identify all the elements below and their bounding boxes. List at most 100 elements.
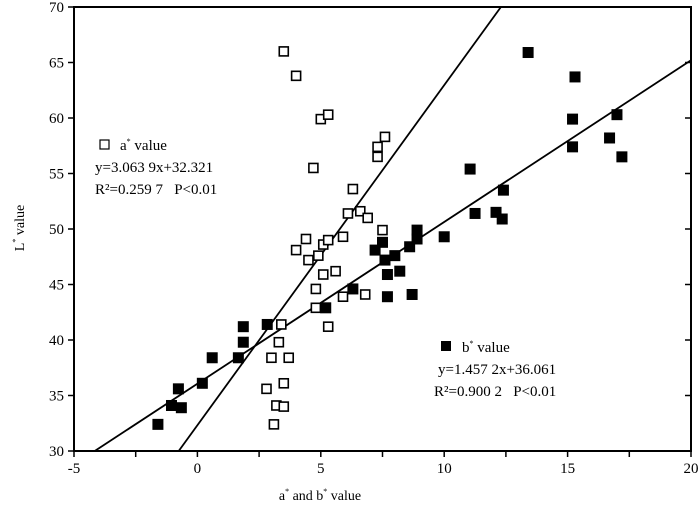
point-b (237, 321, 249, 333)
point-a (317, 269, 329, 280)
point-b (152, 418, 164, 430)
point-b (496, 213, 508, 225)
point-b (464, 163, 476, 175)
point-b (196, 377, 208, 389)
point-b (469, 207, 481, 219)
point-b (404, 241, 416, 253)
x-tick-label: 15 (560, 461, 575, 477)
point-a (290, 70, 302, 82)
y-tick-label: 35 (49, 389, 64, 405)
point-b (411, 224, 423, 236)
y-tick-label: 55 (49, 167, 64, 183)
point-b (172, 383, 184, 395)
point-a (322, 234, 334, 246)
y-tick-label: 65 (49, 56, 64, 72)
x-tick-label: 20 (684, 461, 699, 477)
point-a (342, 208, 354, 219)
point-b (232, 352, 244, 364)
point-b (497, 184, 509, 196)
legend-a-label: a* value (120, 137, 167, 154)
point-b (381, 291, 393, 303)
x-tick-label: 5 (317, 461, 325, 477)
point-a (283, 352, 295, 364)
point-b (406, 288, 418, 300)
legend-b: b* value y=1.457 2x+36.061 R²=0.900 2 P<… (434, 339, 556, 400)
point-b (567, 113, 579, 125)
point-b (377, 236, 388, 248)
point-a (278, 46, 290, 57)
point-a (266, 352, 277, 364)
point-b (175, 402, 187, 414)
point-a (330, 265, 341, 277)
y-tick-label: 30 (49, 444, 64, 460)
point-a (308, 162, 319, 174)
point-a (322, 321, 334, 332)
point-a (261, 383, 272, 395)
y-tick-label: 70 (49, 0, 64, 16)
point-a (310, 302, 322, 314)
x-tick-label: -5 (68, 461, 81, 477)
point-b (411, 233, 423, 245)
point-a (362, 212, 373, 224)
point-a (273, 336, 285, 348)
legend-b-label: b* value (462, 339, 510, 356)
point-a (278, 401, 290, 412)
legend-b-equation: y=1.457 2x+36.061 (438, 362, 556, 378)
point-b (522, 47, 534, 59)
point-b (389, 250, 401, 262)
y-axis-label: L* value (11, 205, 28, 251)
point-a (310, 283, 322, 295)
point-b (165, 399, 177, 411)
legend-a-equation: y=3.063 9x+32.321 (95, 160, 213, 176)
y-tick-label: 40 (49, 333, 64, 349)
point-a (276, 319, 287, 330)
legend-b-marker (441, 341, 451, 351)
point-b (347, 283, 359, 295)
point-a (354, 205, 366, 217)
point-b (611, 109, 623, 121)
point-a (372, 151, 383, 163)
point-b (320, 302, 332, 314)
y-tick-label: 60 (49, 111, 64, 127)
legend-b-r2: R²=0.900 2 P<0.01 (434, 384, 556, 400)
point-b (394, 265, 406, 277)
y-tick-label: 50 (49, 222, 64, 238)
point-b (567, 141, 579, 153)
legend-a: a* value y=3.063 9x+32.321 R²=0.259 7 P<… (95, 137, 217, 198)
point-b (261, 318, 273, 330)
point-b (237, 336, 249, 348)
point-a (303, 254, 314, 266)
point-b (206, 352, 218, 364)
point-a (300, 233, 312, 245)
point-a (278, 377, 290, 389)
point-b (369, 244, 381, 256)
y-tick-label: 45 (49, 278, 64, 294)
point-b (379, 254, 391, 266)
point-a (337, 231, 349, 243)
legend-a-marker (99, 139, 110, 150)
fit-lines (94, 6, 692, 452)
legend-a-r2: R²=0.259 7 P<0.01 (95, 182, 217, 198)
point-b (569, 71, 581, 83)
x-tick-label: 10 (437, 461, 452, 477)
point-a (268, 419, 280, 430)
point-b (616, 151, 628, 163)
x-tick-label: 0 (194, 461, 202, 477)
point-a (347, 183, 359, 195)
point-b (381, 269, 393, 281)
point-a (372, 141, 383, 153)
x-axis-label: a* and b* value (279, 487, 361, 504)
point-a (359, 289, 371, 300)
axes: -5 0 5 10 15 20 30 35 40 45 50 55 60 65 70 (49, 0, 699, 477)
point-a (337, 291, 349, 303)
point-a (379, 131, 391, 143)
fit-line-a (177, 6, 502, 452)
point-b (490, 206, 502, 218)
point-a (290, 244, 302, 256)
point-b (438, 231, 450, 243)
point-b (604, 132, 616, 144)
point-a (322, 109, 334, 120)
data-points (152, 46, 628, 430)
point-a (377, 224, 388, 236)
